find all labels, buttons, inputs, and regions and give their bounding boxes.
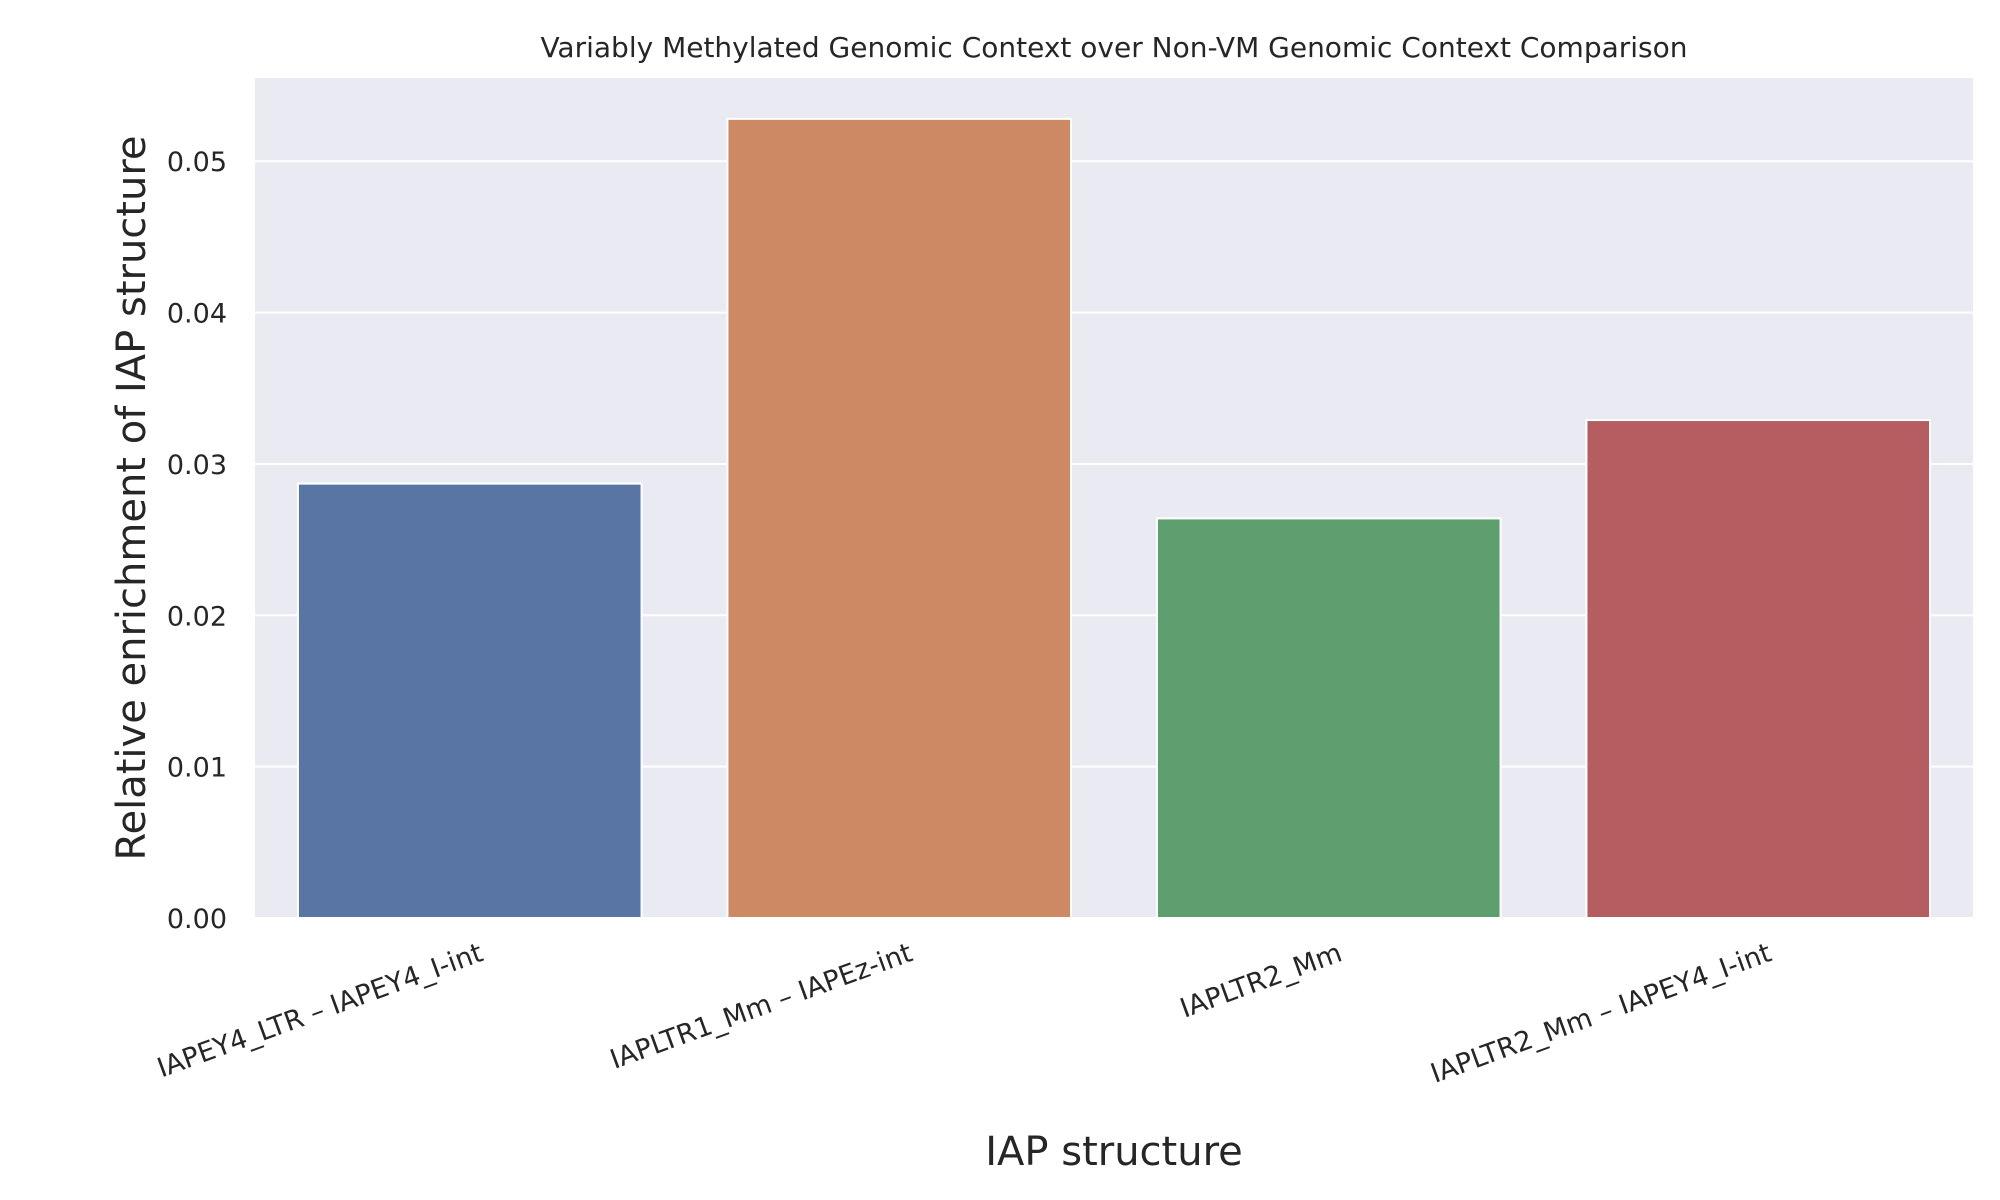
- x-tick-label: IAPLTR2_Mm – IAPEY4_I-int: [1427, 937, 1776, 1089]
- y-tick-label: 0.02: [167, 601, 227, 632]
- y-tick-label: 0.05: [167, 147, 227, 178]
- x-axis-label: IAP structure: [985, 1129, 1243, 1175]
- y-tick-label: 0.03: [167, 450, 227, 481]
- x-tick-label: IAPEY4_LTR – IAPEY4_I-int: [153, 937, 487, 1084]
- x-tick-labels: IAPEY4_LTR – IAPEY4_I-int IAPLTR1_Mm – IA…: [153, 937, 1775, 1089]
- chart-title: Variably Methylated Genomic Context over…: [540, 31, 1687, 64]
- bar: [296, 482, 643, 919]
- y-axis-label: Relative enrichment of IAP structure: [109, 136, 155, 861]
- y-tick-label: 0.00: [167, 904, 227, 935]
- bar: [1585, 419, 1932, 919]
- y-tick-label: 0.04: [167, 299, 227, 330]
- bars: [296, 117, 1932, 919]
- x-tick-label: IAPLTR1_Mm – IAPEz-int: [606, 937, 916, 1075]
- y-tick-labels: 0.00 0.01 0.02 0.03 0.04 0.05: [167, 147, 227, 935]
- y-tick-label: 0.01: [167, 753, 227, 784]
- bar: [1155, 517, 1502, 919]
- x-tick-label: IAPLTR2_Mm: [1176, 937, 1346, 1024]
- bar: [726, 117, 1073, 919]
